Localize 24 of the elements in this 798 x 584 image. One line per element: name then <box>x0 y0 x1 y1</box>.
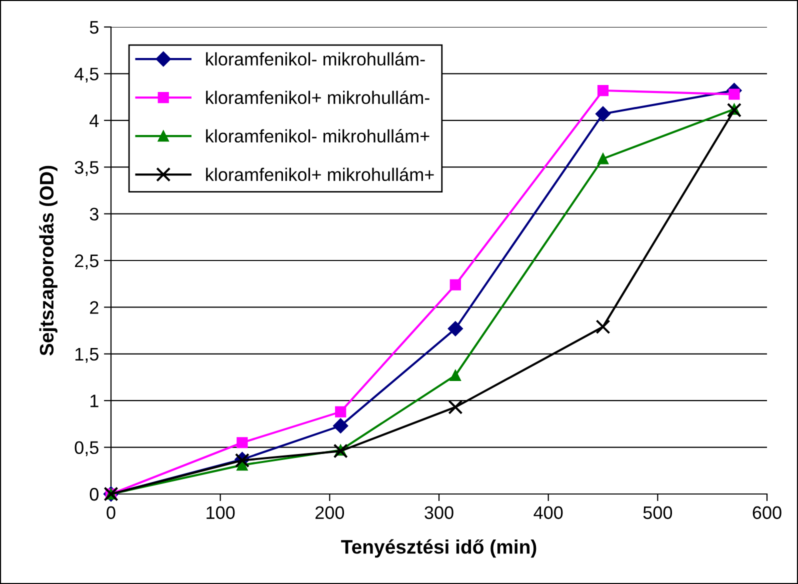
x-tick-label: 300 <box>424 506 454 520</box>
x-tick-label: 600 <box>752 506 782 520</box>
y-tick-label: 1 <box>90 394 98 408</box>
y-tick-label: 3 <box>90 208 98 221</box>
x-tick-label: 100 <box>206 506 235 520</box>
legend-label: kloramfenikol- mikrohullám- <box>206 52 425 66</box>
x-tick-label: 0 <box>106 506 116 520</box>
y-tick-label: 1,5 <box>75 348 98 363</box>
y-tick-label: 0 <box>90 488 98 501</box>
x-tick-label: 500 <box>643 506 672 520</box>
y-tick-label: 2,5 <box>75 254 98 270</box>
y-tick-label: 5 <box>90 21 98 34</box>
y-tick-label: 4 <box>90 114 99 127</box>
legend-label: kloramfenikol+ mikrohullám+ <box>206 168 434 182</box>
y-axis-title: Sejtszaporodás (OD) <box>39 166 58 356</box>
legend-label: kloramfenikol- mikrohullám+ <box>206 129 430 143</box>
y-tick-label: 2 <box>90 301 98 314</box>
y-tick-label: 0,5 <box>74 441 98 456</box>
x-tick-label: 400 <box>534 506 563 520</box>
y-tick-label: 3,5 <box>74 161 98 176</box>
y-tick-label: 4,5 <box>74 68 98 83</box>
x-tick-label: 200 <box>316 506 344 520</box>
legend-label: kloramfenikol+ mikrohullám- <box>206 90 430 104</box>
x-axis-title: Tenyésztési idő (min) <box>341 539 536 558</box>
